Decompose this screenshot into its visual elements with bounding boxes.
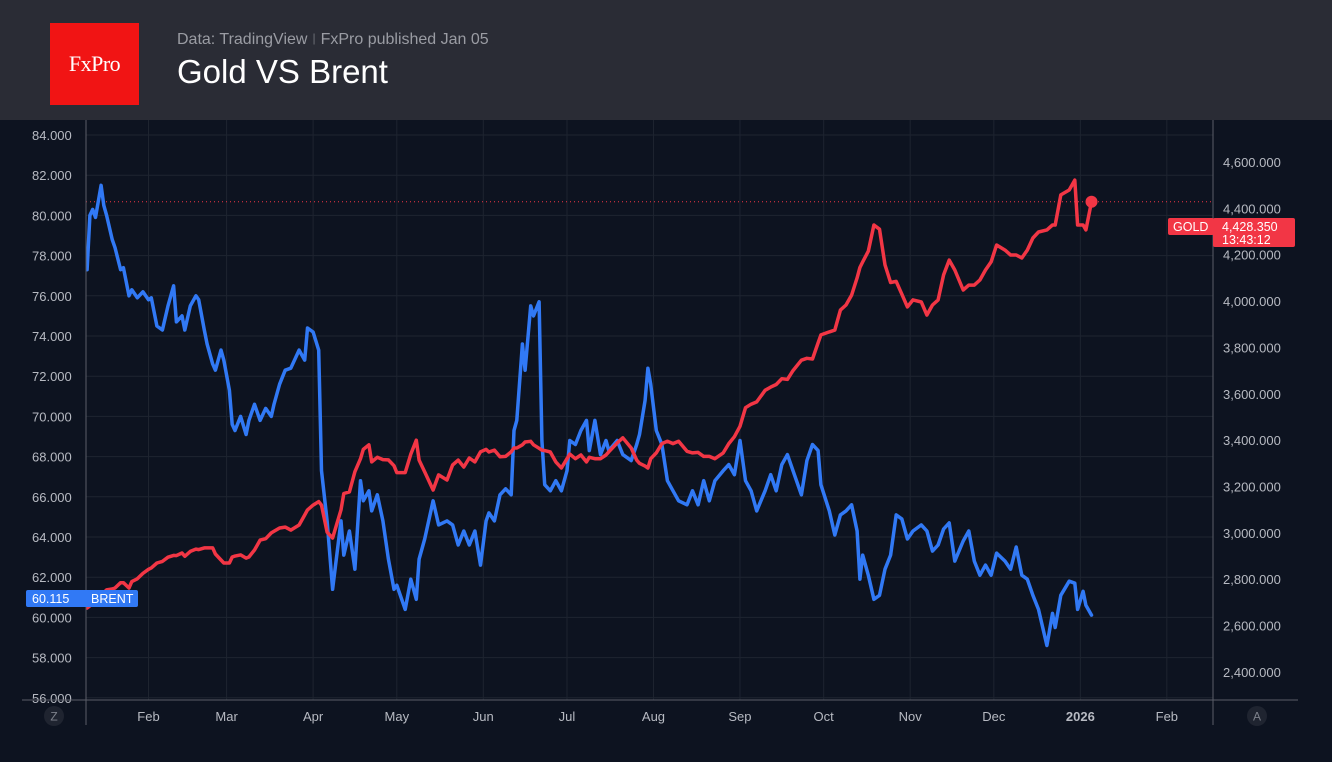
gold-tick-label: 4,200.000 — [1223, 248, 1281, 263]
brent-tick-label: 80.000 — [32, 208, 72, 223]
gold-tick-label: 3,400.000 — [1223, 433, 1281, 448]
gold-tick-label: 4,600.000 — [1223, 155, 1281, 170]
brent-series-name: BRENT — [91, 592, 134, 606]
header: FxPro Data: TradingView | FxPro published … — [0, 0, 1332, 120]
gold-tick-label: 4,000.000 — [1223, 294, 1281, 309]
brent-tick-label: 78.000 — [32, 249, 72, 264]
x-tick-label: Mar — [215, 709, 238, 724]
auto-scale-left-button[interactable]: Z — [44, 706, 64, 726]
brent-tick-label: 58.000 — [32, 651, 72, 666]
gold-series-line — [86, 178, 1094, 610]
subtitle: Data: TradingView | FxPro published Jan 05 — [177, 31, 489, 49]
brent-series-line — [86, 183, 1094, 648]
gold-tick-label: 2,400.000 — [1223, 665, 1281, 680]
x-tick-label: Apr — [303, 709, 324, 724]
brent-tick-label: 82.000 — [32, 168, 72, 183]
gold-last-point — [1085, 195, 1098, 208]
separator: | — [312, 31, 316, 45]
z-label: Z — [50, 710, 57, 724]
x-tick-label: Jul — [559, 709, 576, 724]
x-tick-label: Jun — [473, 709, 494, 724]
x-axis: Feb Mar Apr May Jun Jul Aug Sep Oct Nov Dec 2026 Feb — [137, 709, 1178, 724]
auto-scale-right-button[interactable]: A — [1247, 706, 1267, 726]
right-axis-gold: 4,600.000 4,400.000 4,200.000 4,000.000 3,80… — [1223, 155, 1281, 680]
x-tick-label: Oct — [814, 709, 835, 724]
x-tick-label: 2026 — [1066, 709, 1095, 724]
gold-tick-label: 3,800.000 — [1223, 340, 1281, 355]
brent-last-label: 60.115 BRENT — [26, 590, 138, 607]
page-title: Gold VS Brent — [177, 53, 388, 90]
brent-tick-label: 56.000 — [32, 691, 72, 706]
gold-tick-label: 3,600.000 — [1223, 387, 1281, 402]
gold-last-label: GOLD 4,428.350 13:43:12 — [1168, 218, 1295, 247]
published-date: FxPro published Jan 05 — [320, 31, 489, 48]
gold-tick-label: 2,800.000 — [1223, 572, 1281, 587]
grid — [86, 120, 1213, 700]
brent-tick-label: 72.000 — [32, 369, 72, 384]
x-tick-label: Sep — [728, 709, 751, 724]
brent-tick-label: 74.000 — [32, 329, 72, 344]
fxpro-logo: FxPro — [50, 23, 139, 105]
brent-tick-label: 84.000 — [32, 128, 72, 143]
brent-tick-label: 66.000 — [32, 490, 72, 505]
gold-tick-label: 3,200.000 — [1223, 480, 1281, 495]
gold-last-value: 4,428.350 — [1222, 220, 1278, 234]
logo-text: FxPro — [68, 51, 121, 76]
gold-tick-label: 4,400.000 — [1223, 201, 1281, 216]
gold-tick-label: 3,000.000 — [1223, 526, 1281, 541]
x-tick-label: Feb — [137, 709, 159, 724]
data-source: Data: TradingView — [177, 31, 308, 48]
brent-tick-label: 62.000 — [32, 570, 72, 585]
brent-tick-label: 70.000 — [32, 409, 72, 424]
brent-tick-label: 68.000 — [32, 450, 72, 465]
x-tick-label: Feb — [1156, 709, 1178, 724]
x-tick-label: May — [385, 709, 410, 724]
gold-last-time: 13:43:12 — [1222, 233, 1271, 247]
a-label: A — [1253, 710, 1261, 724]
left-axis-brent: 84.000 82.000 80.000 78.000 76.000 74.000 72.0… — [32, 128, 72, 706]
x-tick-label: Dec — [982, 709, 1006, 724]
brent-tick-label: 60.000 — [32, 610, 72, 625]
brent-tick-label: 76.000 — [32, 289, 72, 304]
x-tick-label: Aug — [642, 709, 665, 724]
brent-tick-label: 64.000 — [32, 530, 72, 545]
gold-tick-label: 2,600.000 — [1223, 619, 1281, 634]
brent-last-value: 60.115 — [32, 592, 69, 606]
gold-series-name: GOLD — [1173, 220, 1208, 234]
x-tick-label: Nov — [899, 709, 923, 724]
